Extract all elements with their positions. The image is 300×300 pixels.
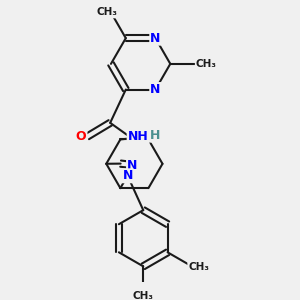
Text: O: O bbox=[76, 130, 86, 143]
Text: N: N bbox=[122, 169, 133, 182]
Text: CH₃: CH₃ bbox=[97, 8, 118, 17]
Text: N: N bbox=[150, 83, 161, 96]
Text: H: H bbox=[150, 129, 160, 142]
Text: NH: NH bbox=[128, 130, 148, 143]
Text: CH₃: CH₃ bbox=[188, 262, 209, 272]
Text: N: N bbox=[150, 32, 161, 45]
Text: N: N bbox=[127, 158, 137, 172]
Text: CH₃: CH₃ bbox=[133, 291, 154, 300]
Text: CH₃: CH₃ bbox=[196, 59, 217, 69]
